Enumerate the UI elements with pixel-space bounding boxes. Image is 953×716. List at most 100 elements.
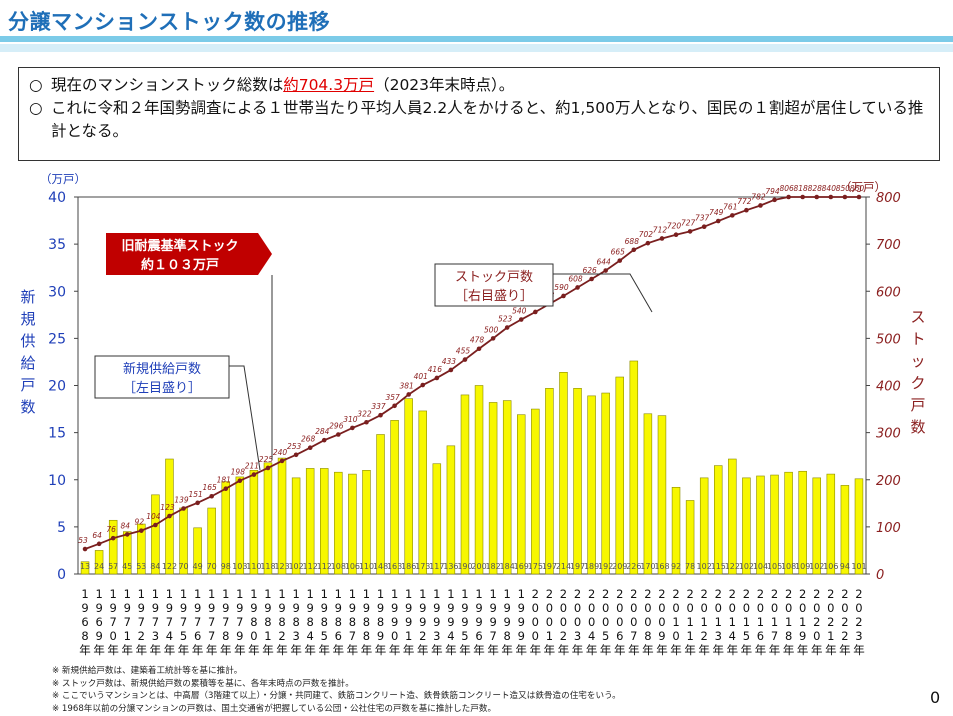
stock-point-label: 401 — [414, 372, 428, 381]
supply-bar — [432, 463, 442, 575]
x-tick-label-char: 年 — [178, 643, 190, 657]
bar-value-label: 70 — [207, 562, 217, 571]
stock-point-label: 761 — [723, 202, 737, 211]
stock-point — [786, 194, 791, 200]
x-tick-label-char: 2 — [729, 587, 736, 601]
x-tick-label-char: 0 — [785, 601, 792, 615]
bar-value-label: 78 — [685, 562, 695, 571]
right-axis-title-char: 数 — [910, 418, 925, 436]
x-tick-label-char: 年 — [220, 643, 232, 657]
stock-point-label: 478 — [470, 336, 485, 345]
stock-point — [336, 432, 341, 437]
bar-value-label: 226 — [626, 562, 641, 571]
right-axis-tick-label: 700 — [876, 238, 901, 253]
bar-value-label: 115 — [711, 562, 726, 571]
x-tick-label-char: 6 — [95, 615, 102, 629]
x-tick-label-char: 0 — [616, 615, 623, 629]
stock-point — [167, 513, 172, 519]
stock-point — [645, 240, 651, 246]
right-axis-unit: （万戸） — [840, 180, 886, 194]
right-axis-tick-label: 0 — [876, 568, 884, 583]
supply-bar — [601, 392, 610, 575]
footnote: ※ ここでいうマンションとは、中高層（3階建て以上）・分譲・共同建て、鉄筋コンク… — [52, 691, 621, 701]
x-tick-label-char: 8 — [363, 629, 370, 643]
left-axis-title-char: 供 — [20, 332, 35, 350]
stock-point-label: 737 — [695, 214, 710, 223]
bar-value-label: 197 — [570, 562, 585, 571]
right-axis-tick-label: 500 — [876, 332, 901, 347]
stock-point — [800, 194, 805, 200]
x-tick-label-char: 1 — [489, 587, 496, 601]
stock-point-label: 76 — [106, 525, 116, 534]
x-tick-label-char: 1 — [264, 587, 271, 601]
supply-bar — [263, 462, 273, 575]
x-tick-label-char: 年 — [572, 643, 584, 657]
stock-point-label: 840 — [822, 184, 837, 193]
x-tick-label-char: 0 — [841, 601, 848, 615]
stock-point-label: 268 — [301, 435, 316, 444]
supply-bar — [545, 388, 554, 575]
x-tick-label-char: 1 — [729, 615, 736, 629]
stock-point-label: 500 — [484, 325, 499, 334]
x-tick-label-char: 7 — [124, 615, 131, 629]
x-tick-label-char: 2 — [701, 587, 708, 601]
left-axis-title-char: 給 — [20, 354, 35, 372]
bar-value-label: 169 — [514, 562, 529, 571]
x-tick-label-char: 年 — [797, 643, 809, 657]
x-tick-label-char: 9 — [278, 601, 285, 615]
right-axis-tick-label: 100 — [876, 521, 901, 536]
left-axis-title-char: 数 — [20, 398, 35, 416]
x-tick-label-char: 7 — [349, 629, 356, 643]
x-tick-label-char: 8 — [785, 629, 792, 643]
x-tick-label-char: 2 — [686, 587, 693, 601]
stock-point-label: 433 — [442, 357, 457, 366]
x-tick-label-char: 年 — [389, 643, 401, 657]
bar-value-label: 110 — [359, 562, 374, 571]
bar-value-label: 184 — [500, 562, 515, 571]
new-supply-callout-leader — [229, 365, 261, 471]
x-tick-label-char: 年 — [727, 643, 739, 657]
stock-point-label: 211 — [245, 462, 259, 471]
bullet-marker: ○ — [29, 76, 43, 94]
x-tick-label-char: 8 — [222, 629, 229, 643]
bar-value-label: 102 — [697, 562, 712, 571]
supply-bar — [94, 550, 104, 575]
bar-value-label: 163 — [387, 562, 402, 571]
x-tick-label-char: 年 — [670, 643, 682, 657]
x-tick-label-char: 年 — [262, 643, 274, 657]
supply-bar — [446, 445, 456, 575]
x-tick-label-char: 9 — [504, 601, 511, 615]
x-tick-label-char: 1 — [321, 587, 328, 601]
supply-bar — [685, 500, 695, 575]
bar-value-label: 84 — [150, 562, 160, 571]
x-tick-label-char: 1 — [180, 587, 187, 601]
x-tick-label-char: 9 — [180, 601, 187, 615]
stock-point-label: 818 — [794, 184, 809, 193]
x-tick-label-char: 2 — [546, 587, 553, 601]
x-tick-label-char: 9 — [138, 601, 145, 615]
x-tick-label-char: 9 — [419, 615, 426, 629]
x-tick-label-char: 年 — [445, 643, 457, 657]
left-axis-tick-label: 15 — [48, 426, 66, 442]
stock-point — [772, 197, 777, 203]
x-tick-label-char: 0 — [574, 615, 581, 629]
x-tick-label-char: 年 — [93, 643, 105, 657]
left-axis-unit: （万戸） — [40, 172, 86, 186]
stock-point — [251, 472, 257, 477]
x-tick-label-char: 9 — [236, 629, 243, 643]
stock-point — [448, 367, 454, 373]
supply-bar — [798, 470, 807, 575]
x-tick-label-char: 8 — [504, 629, 511, 643]
x-tick-label-char: 9 — [124, 601, 131, 615]
right-axis-title-char: ク — [910, 374, 925, 392]
x-tick-label-char: 年 — [107, 643, 119, 657]
x-tick-label-char: 年 — [853, 643, 865, 657]
x-tick-label-char: 2 — [419, 629, 426, 643]
x-tick-label-char: 7 — [166, 615, 173, 629]
x-tick-label-char: 1 — [447, 587, 454, 601]
bar-value-label: 122 — [162, 562, 177, 571]
x-tick-label-char: 年 — [459, 643, 471, 657]
x-tick-label-char: 4 — [729, 629, 736, 643]
x-tick-label-char: 2 — [658, 587, 665, 601]
x-tick-label-char: 0 — [715, 601, 722, 615]
